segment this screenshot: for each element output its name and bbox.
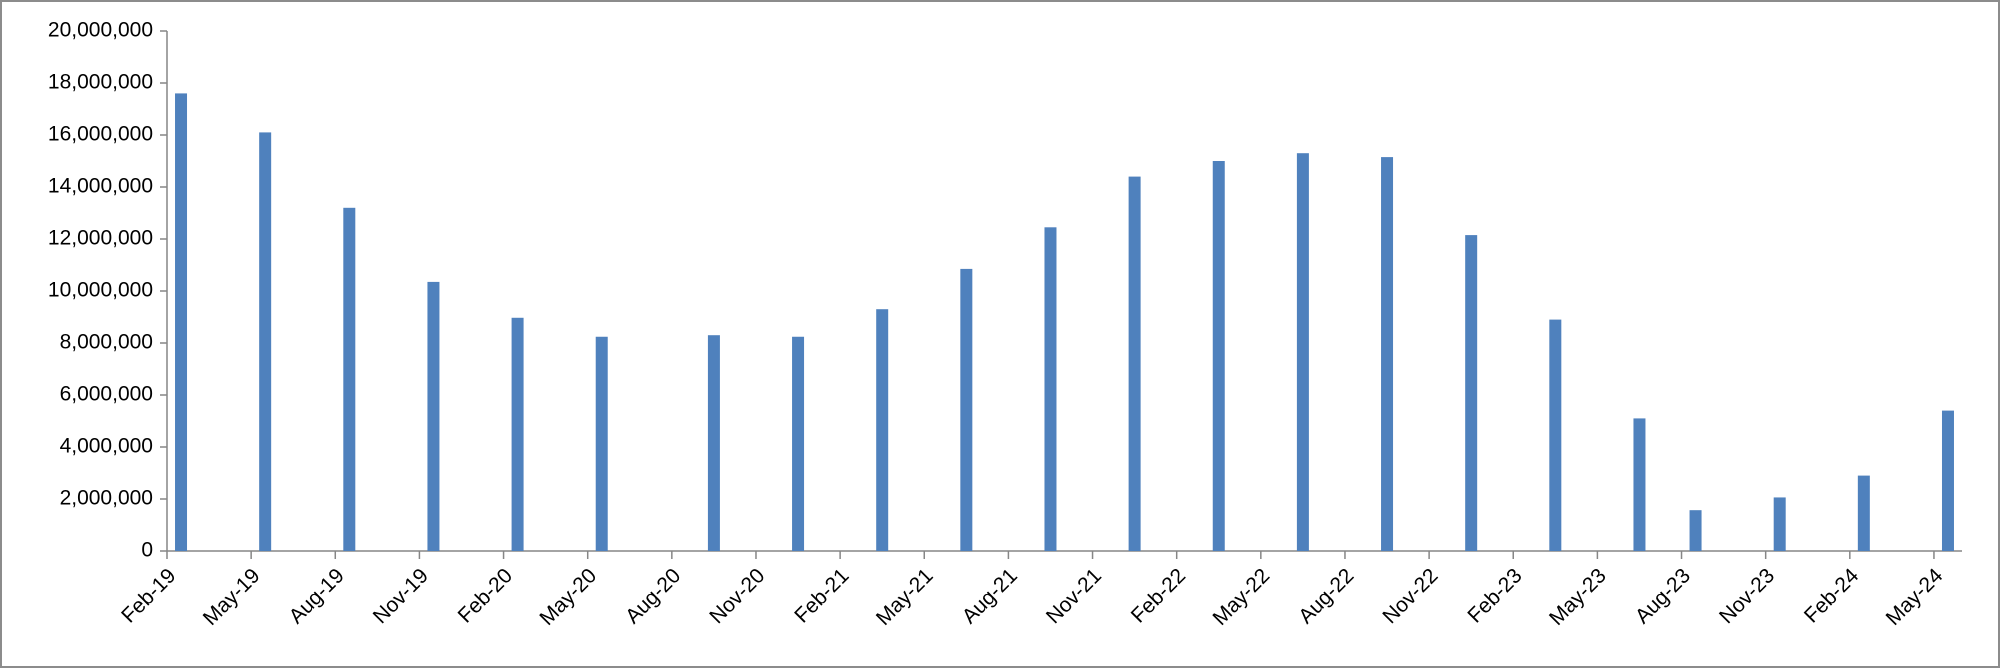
y-tick-label: 0: [141, 539, 153, 562]
bar: [427, 281, 440, 551]
bar: [1465, 235, 1478, 551]
bar: [1212, 161, 1225, 551]
y-tick-label: 14,000,000: [48, 175, 153, 198]
bar: [876, 309, 889, 551]
y-tick-label: 4,000,000: [60, 435, 153, 458]
bar: [259, 132, 272, 551]
bar: [1381, 157, 1394, 551]
bar: [1857, 475, 1870, 551]
bar: [343, 207, 356, 552]
y-tick-label: 18,000,000: [48, 71, 153, 94]
y-tick-label: 6,000,000: [60, 383, 153, 406]
y-tick-label: 12,000,000: [48, 227, 153, 250]
y-tick-label: 2,000,000: [60, 487, 153, 510]
bar: [1128, 176, 1141, 551]
bar: [175, 93, 188, 552]
bar: [792, 336, 805, 551]
bar: [1044, 227, 1057, 552]
y-tick-label: 10,000,000: [48, 279, 153, 302]
bar: [1296, 153, 1309, 551]
bar: [1773, 497, 1786, 551]
y-tick-label: 16,000,000: [48, 123, 153, 146]
bar: [595, 336, 608, 551]
bar: [1549, 319, 1562, 551]
bar: [1633, 418, 1646, 551]
bar: [1689, 510, 1702, 551]
bar: [960, 268, 973, 551]
bar: [1941, 410, 1954, 551]
y-tick-label: 8,000,000: [60, 331, 153, 354]
bar: [707, 335, 720, 551]
y-tick-label: 20,000,000: [48, 19, 153, 42]
bar: [511, 317, 524, 551]
